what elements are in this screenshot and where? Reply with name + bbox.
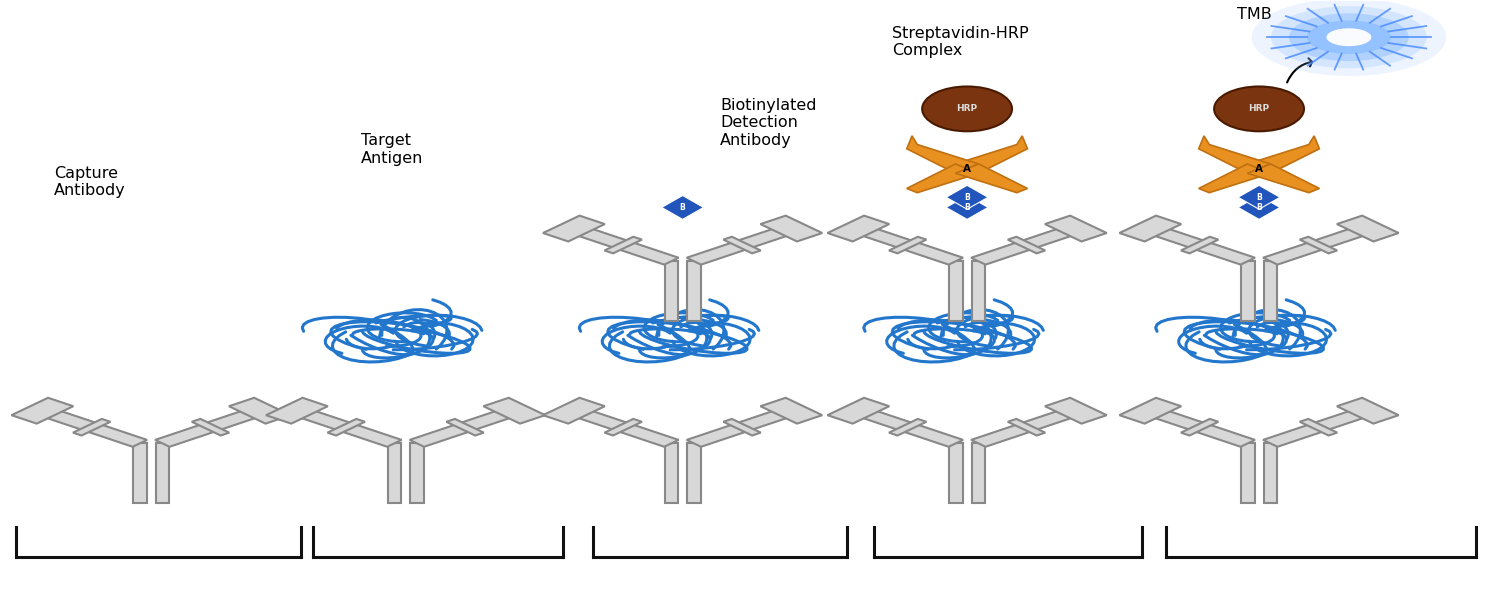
Text: Target
Antigen: Target Antigen (360, 133, 423, 166)
Text: TMB: TMB (1236, 7, 1272, 22)
Polygon shape (34, 407, 147, 447)
Text: A: A (1256, 164, 1263, 173)
Polygon shape (230, 398, 291, 424)
Polygon shape (687, 225, 798, 265)
Polygon shape (1180, 419, 1218, 436)
Ellipse shape (1214, 86, 1304, 131)
Polygon shape (1198, 164, 1270, 193)
Polygon shape (1336, 398, 1398, 424)
Polygon shape (1299, 419, 1336, 436)
Polygon shape (74, 419, 111, 436)
Text: HRP: HRP (1248, 104, 1269, 113)
Polygon shape (956, 136, 1028, 173)
Polygon shape (1238, 196, 1280, 220)
Bar (687, 261, 700, 321)
Polygon shape (723, 237, 760, 253)
Polygon shape (1143, 407, 1256, 447)
Polygon shape (410, 407, 522, 447)
Polygon shape (604, 419, 642, 436)
Text: B: B (680, 203, 686, 212)
Polygon shape (447, 419, 485, 436)
Polygon shape (567, 225, 678, 265)
Polygon shape (154, 407, 267, 447)
Text: A: A (963, 164, 970, 173)
Polygon shape (1180, 237, 1218, 253)
Bar (664, 443, 678, 503)
Ellipse shape (1306, 20, 1390, 54)
Polygon shape (1299, 237, 1336, 253)
Polygon shape (828, 215, 890, 241)
Ellipse shape (1251, 0, 1446, 76)
Text: B: B (1256, 203, 1262, 212)
Polygon shape (543, 215, 604, 241)
Polygon shape (946, 185, 988, 209)
Polygon shape (970, 225, 1083, 265)
Polygon shape (543, 398, 604, 424)
Bar (950, 443, 963, 503)
Bar (687, 443, 700, 503)
Polygon shape (1008, 237, 1046, 253)
Bar (950, 261, 963, 321)
Polygon shape (1263, 407, 1376, 447)
Polygon shape (1248, 164, 1320, 193)
Bar (1240, 261, 1254, 321)
Polygon shape (1238, 185, 1280, 209)
Polygon shape (12, 398, 74, 424)
Polygon shape (604, 237, 642, 253)
Text: HRP: HRP (957, 104, 978, 113)
Bar (1263, 443, 1276, 503)
Polygon shape (850, 225, 963, 265)
Circle shape (1326, 28, 1371, 46)
Polygon shape (1336, 215, 1398, 241)
Polygon shape (662, 196, 704, 220)
Polygon shape (1119, 398, 1180, 424)
Polygon shape (1198, 136, 1270, 173)
Polygon shape (956, 164, 1028, 193)
Polygon shape (1008, 419, 1046, 436)
Bar (387, 443, 400, 503)
Polygon shape (483, 398, 546, 424)
Text: Capture
Antibody: Capture Antibody (54, 166, 126, 199)
Polygon shape (760, 398, 822, 424)
Polygon shape (946, 196, 988, 220)
Polygon shape (850, 407, 963, 447)
Polygon shape (1263, 225, 1376, 265)
Polygon shape (1248, 136, 1320, 173)
Bar (1263, 261, 1276, 321)
Bar (134, 443, 147, 503)
Polygon shape (1119, 215, 1180, 241)
Polygon shape (687, 407, 798, 447)
Polygon shape (1046, 215, 1107, 241)
Polygon shape (828, 398, 890, 424)
Polygon shape (1046, 398, 1107, 424)
Polygon shape (266, 398, 328, 424)
Bar (972, 261, 986, 321)
Text: B: B (964, 193, 970, 202)
Bar (972, 443, 986, 503)
Polygon shape (890, 237, 927, 253)
Polygon shape (908, 136, 978, 173)
Text: Biotinylated
Detection
Antibody: Biotinylated Detection Antibody (720, 98, 816, 148)
Polygon shape (723, 419, 760, 436)
Bar (410, 443, 423, 503)
Polygon shape (760, 215, 822, 241)
Polygon shape (970, 407, 1083, 447)
Polygon shape (908, 164, 978, 193)
Polygon shape (192, 419, 230, 436)
Text: B: B (1256, 193, 1262, 202)
Polygon shape (890, 419, 927, 436)
Polygon shape (1143, 225, 1256, 265)
Ellipse shape (1270, 6, 1426, 68)
Bar (156, 443, 170, 503)
Bar (664, 261, 678, 321)
Text: B: B (964, 203, 970, 212)
Ellipse shape (1288, 13, 1408, 61)
Polygon shape (327, 419, 364, 436)
Polygon shape (290, 407, 402, 447)
Bar (1240, 443, 1254, 503)
Text: Streptavidin-HRP
Complex: Streptavidin-HRP Complex (892, 26, 1029, 58)
Polygon shape (567, 407, 678, 447)
Ellipse shape (922, 86, 1013, 131)
